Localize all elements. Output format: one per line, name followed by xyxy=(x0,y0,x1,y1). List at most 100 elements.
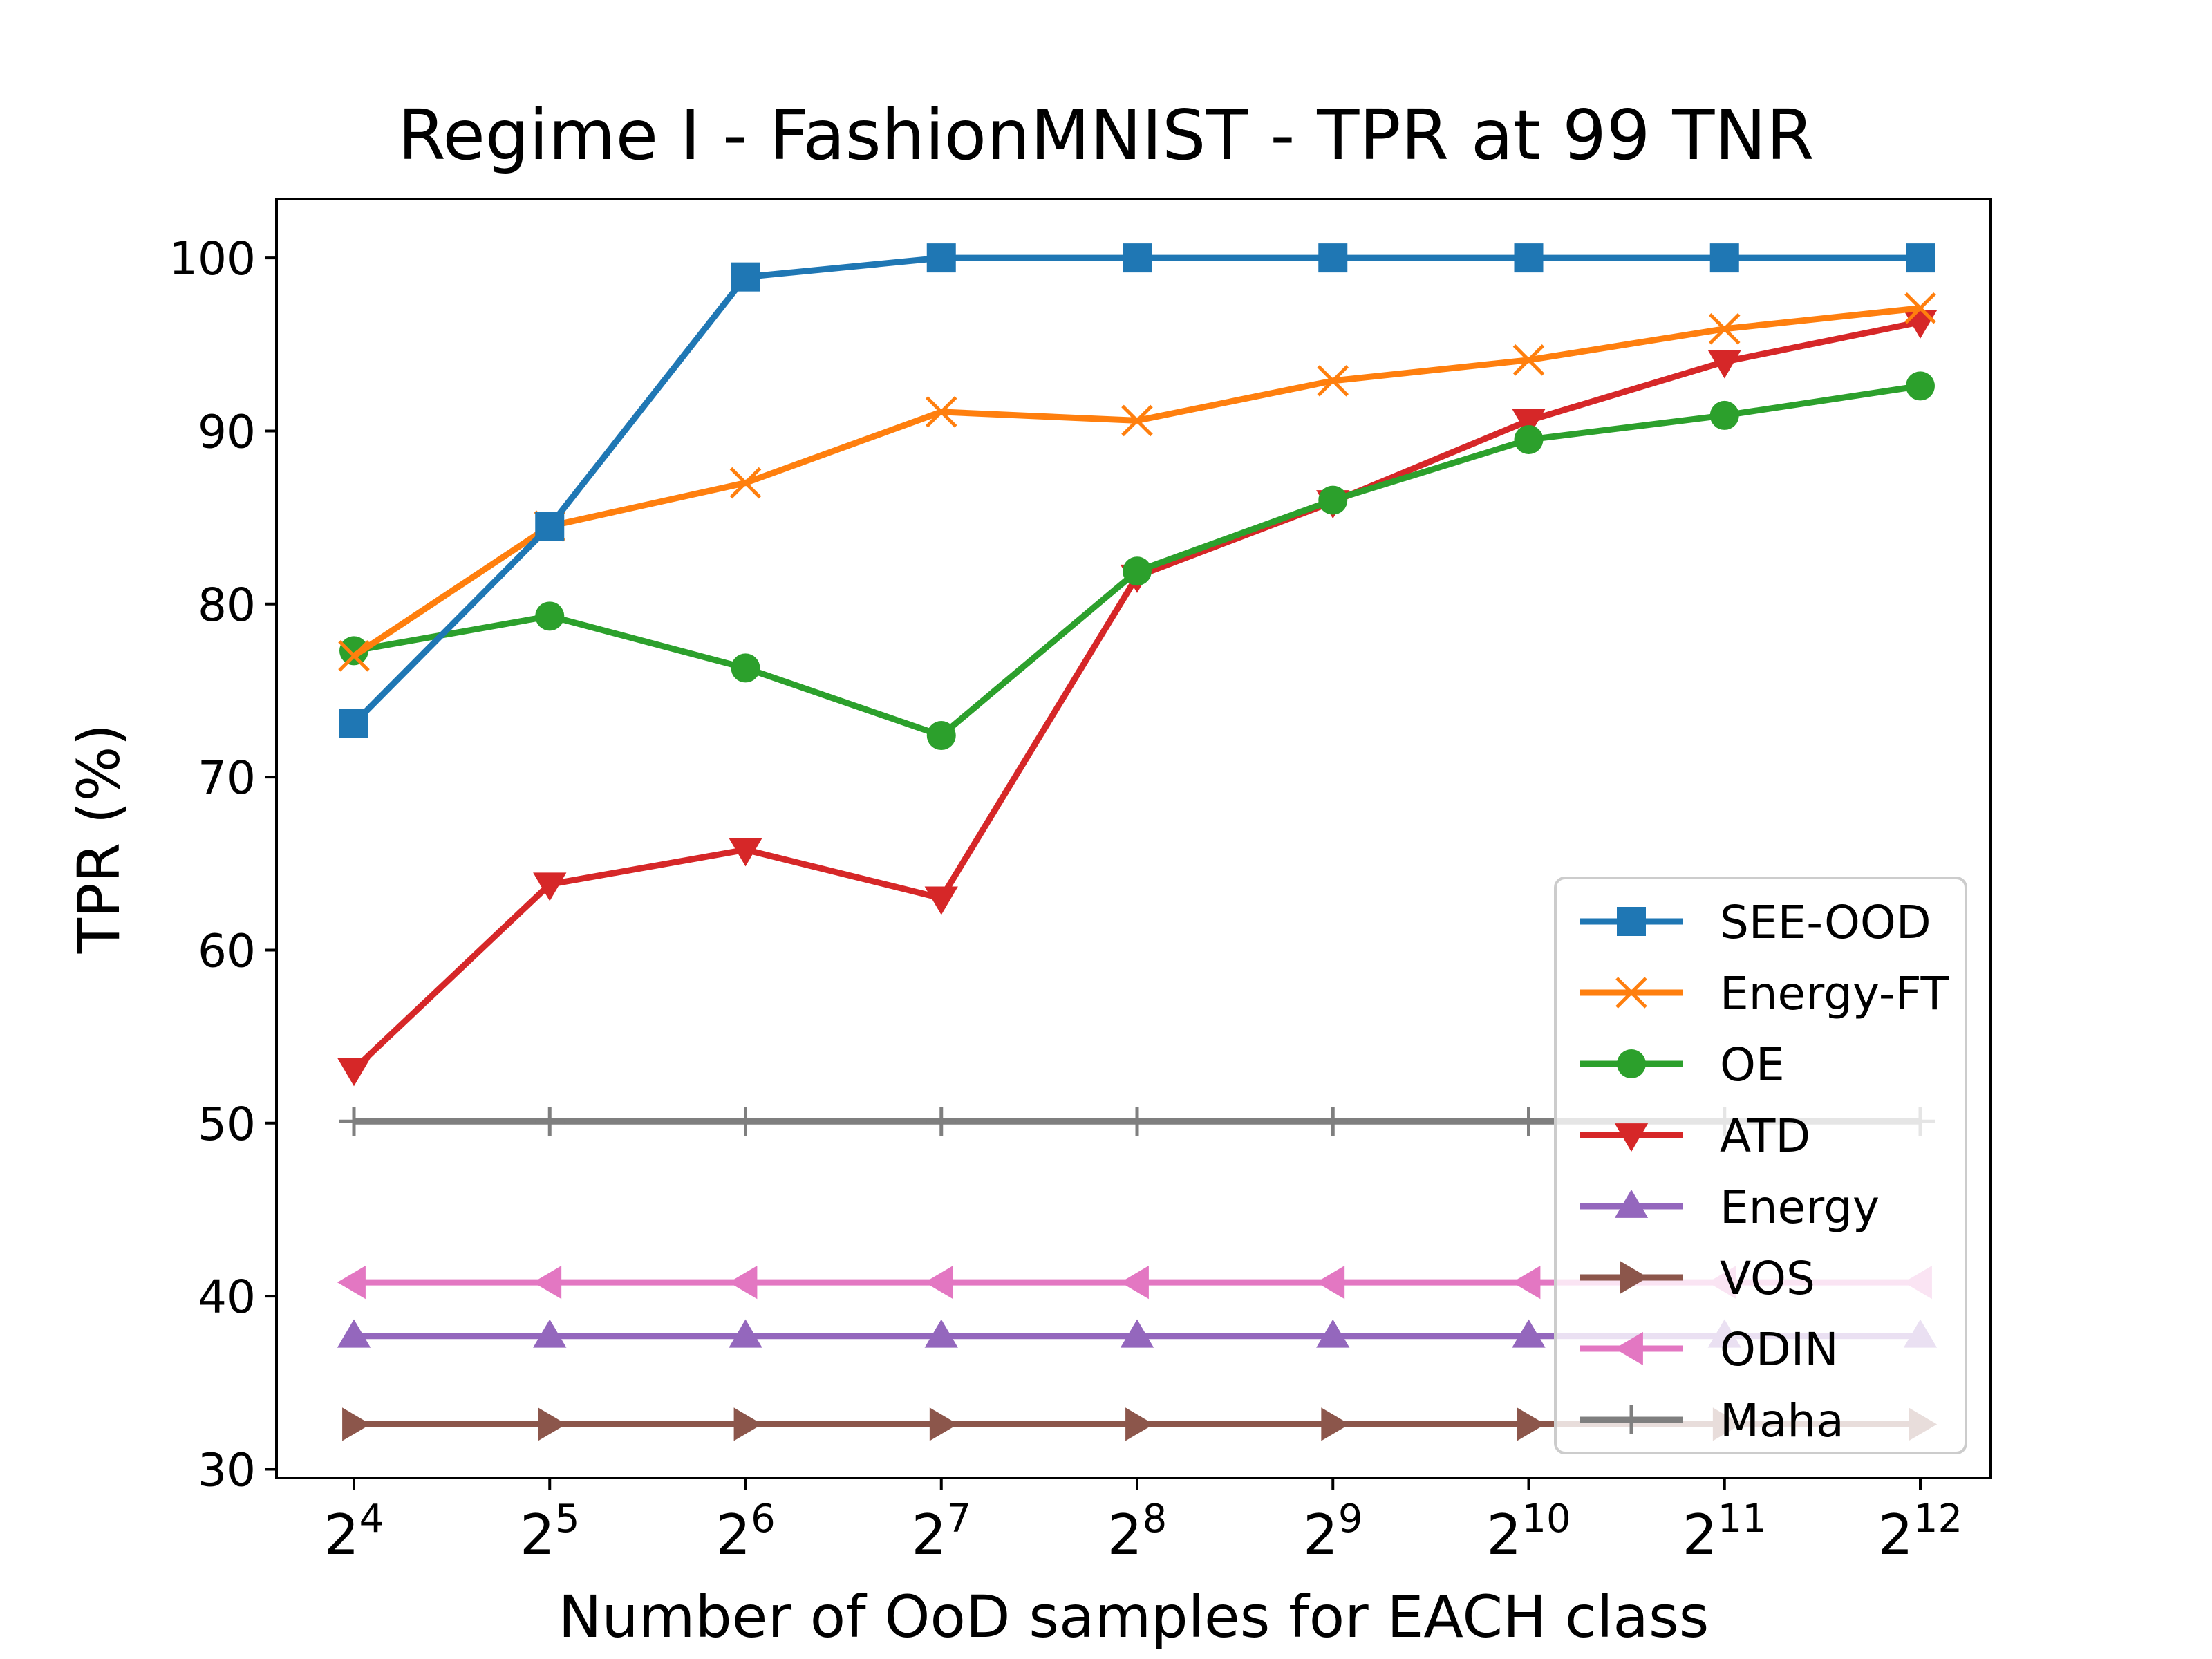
data-point-oe xyxy=(926,721,956,751)
data-point-energy-ft-stroke-b xyxy=(925,396,957,428)
data-point-energy-ft-stroke-b xyxy=(729,467,762,499)
legend-label: Maha xyxy=(1720,1394,1844,1447)
data-point-odin xyxy=(729,1265,758,1300)
legend-swatch-marker xyxy=(1620,1260,1649,1295)
data-point-odin xyxy=(1512,1265,1541,1300)
data-point-see-ood xyxy=(535,512,565,541)
data-point-energy-ft-stroke-b xyxy=(1121,404,1153,437)
legend-swatch-marker xyxy=(1614,1189,1649,1218)
series-see-ood xyxy=(339,243,1935,738)
data-point-vos xyxy=(342,1407,371,1441)
data-point-oe xyxy=(1906,371,1935,401)
data-point-see-ood xyxy=(1709,243,1739,273)
legend-swatch-marker xyxy=(1617,907,1646,936)
legend-items: SEE-OOD Energy-FT OE ATD Energy VOS ODIN Maha xyxy=(1580,896,1949,1447)
data-point-oe xyxy=(339,636,368,666)
legend-swatch-marker xyxy=(1617,1405,1646,1434)
legend-entry-energy-ft: Energy-FT xyxy=(1580,967,1949,1020)
data-point-energy-ft xyxy=(925,396,957,428)
data-point-see-ood xyxy=(731,262,760,292)
data-point-odin xyxy=(924,1265,953,1300)
legend: SEE-OOD Energy-FT OE ATD Energy VOS ODIN Maha xyxy=(1554,877,1967,1454)
data-point-vos xyxy=(929,1407,958,1441)
legend-swatch-marker xyxy=(1617,1049,1646,1078)
data-point-energy xyxy=(924,1319,958,1348)
legend-label: ODIN xyxy=(1720,1323,1839,1376)
data-point-energy-ft-stroke-b xyxy=(1708,312,1741,345)
y-tick-label: 40 xyxy=(198,1271,256,1324)
data-point-see-ood xyxy=(339,709,368,738)
y-axis-label: TPR (%) xyxy=(65,724,133,954)
data-point-energy xyxy=(337,1319,371,1348)
data-point-maha xyxy=(1514,1107,1544,1136)
x-tick-label: 27 xyxy=(911,1497,971,1567)
legend-entry-odin: ODIN xyxy=(1580,1323,1839,1376)
legend-entry-maha: Maha xyxy=(1580,1394,1844,1447)
x-tick-label: 24 xyxy=(324,1497,384,1567)
y-tick-label: 80 xyxy=(198,579,256,632)
legend-swatch-marker xyxy=(1614,1123,1649,1152)
x-tick-label: 211 xyxy=(1683,1497,1767,1567)
legend-label: ATD xyxy=(1720,1109,1810,1163)
data-point-vos xyxy=(538,1407,567,1441)
data-point-atd xyxy=(533,872,567,901)
data-point-atd xyxy=(1512,409,1546,438)
data-point-see-ood xyxy=(1318,243,1348,273)
y-tick-label: 50 xyxy=(198,1098,256,1151)
data-point-odin xyxy=(337,1265,366,1300)
data-point-energy-ft-stroke-b xyxy=(1904,292,1936,324)
x-tick-label: 212 xyxy=(1878,1497,1962,1567)
data-point-odin xyxy=(1316,1265,1345,1300)
data-point-maha xyxy=(731,1107,760,1136)
data-point-vos xyxy=(1517,1407,1546,1441)
data-point-atd xyxy=(729,838,762,867)
data-point-oe xyxy=(1123,556,1152,586)
legend-label: Energy-FT xyxy=(1720,967,1949,1020)
data-point-see-ood xyxy=(1906,243,1935,273)
y-tick-label: 70 xyxy=(198,751,256,805)
data-point-vos xyxy=(1125,1407,1154,1441)
data-point-maha xyxy=(535,1107,565,1136)
legend-entry-see-ood: SEE-OOD xyxy=(1580,896,1931,949)
data-point-vos xyxy=(1321,1407,1350,1441)
x-axis-label: Number of OoD samples for EACH class xyxy=(559,1583,1709,1651)
data-point-maha xyxy=(1123,1107,1152,1136)
data-point-oe xyxy=(535,601,565,631)
legend-swatch-marker-stroke-b xyxy=(1615,977,1647,1009)
data-point-energy-ft xyxy=(1317,365,1349,397)
plot-frame xyxy=(275,198,1992,1479)
x-tick-label: 29 xyxy=(1303,1497,1363,1567)
legend-entry-energy: Energy xyxy=(1580,1181,1880,1234)
y-tick-label: 100 xyxy=(169,232,256,285)
legend-label: SEE-OOD xyxy=(1720,896,1931,949)
x-tick-label: 210 xyxy=(1486,1497,1571,1567)
data-point-oe xyxy=(1514,424,1544,454)
data-point-energy-ft-stroke-b xyxy=(1512,344,1545,376)
data-point-energy-ft xyxy=(338,640,370,672)
data-point-energy-ft xyxy=(729,467,762,499)
x-tick-label: 26 xyxy=(715,1497,776,1567)
data-point-energy-ft-stroke-b xyxy=(338,640,370,672)
y-tick-label: 60 xyxy=(198,924,256,977)
legend-swatch-marker xyxy=(1614,1331,1643,1366)
legend-label: VOS xyxy=(1720,1252,1815,1305)
x-tick-label: 28 xyxy=(1107,1497,1168,1567)
data-point-odin xyxy=(1120,1265,1149,1300)
legend-entry-atd: ATD xyxy=(1580,1109,1810,1163)
data-point-vos xyxy=(733,1407,762,1441)
data-point-atd xyxy=(1707,350,1741,379)
data-point-odin xyxy=(533,1265,562,1300)
data-point-energy xyxy=(533,1319,567,1348)
data-point-maha xyxy=(926,1107,956,1136)
legend-entry-vos: VOS xyxy=(1580,1252,1815,1305)
legend-label: OE xyxy=(1720,1038,1785,1091)
data-point-atd xyxy=(337,1058,371,1087)
y-tick-label: 90 xyxy=(198,405,256,458)
data-point-maha xyxy=(339,1107,368,1136)
data-point-oe xyxy=(1318,485,1348,515)
x-tick-label: 25 xyxy=(520,1497,580,1567)
legend-frame xyxy=(1554,877,1967,1454)
data-point-oe xyxy=(731,653,760,683)
y-tick-label: 30 xyxy=(198,1443,256,1497)
